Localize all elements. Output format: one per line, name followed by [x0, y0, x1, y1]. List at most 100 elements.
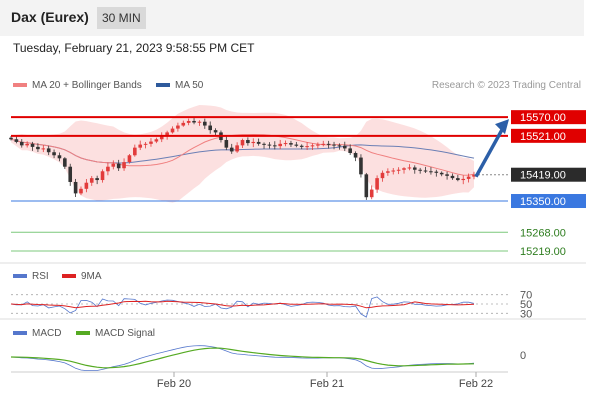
candle-body [73, 181, 78, 194]
candle-body [79, 188, 83, 194]
level-label-resistance: 15521.00 [520, 131, 566, 143]
timeframe-badge[interactable]: 30 MIN [97, 7, 146, 29]
macd-signal-line [10, 347, 475, 369]
candle-body [208, 125, 212, 131]
level-label-last: 15419.00 [520, 170, 566, 182]
rsi-level-label: 50 [520, 299, 532, 311]
candle-body [380, 172, 385, 179]
chart-header: Dax (Eurex) 30 MIN [0, 0, 584, 36]
level-label-resistance: 15570.00 [520, 112, 566, 124]
legend-macd-label: MACD [32, 328, 62, 339]
candle-body [267, 144, 272, 146]
candles-group [9, 118, 476, 200]
candle-body [213, 130, 218, 133]
legend-rsi-ma-label: 9MA [81, 271, 102, 282]
candle-body [326, 143, 331, 145]
candle-body [14, 139, 19, 142]
candle-body [41, 148, 46, 150]
candle-body [63, 158, 67, 167]
macd-line [10, 345, 475, 372]
rsi-level-label: 70 [520, 290, 532, 302]
candle-body [353, 152, 358, 158]
level-label-bg-resistance [511, 110, 586, 125]
candle-body [149, 141, 153, 144]
candle-body [278, 143, 282, 147]
candle-body [116, 163, 121, 169]
candle-body [170, 128, 175, 133]
copyright: Research © 2023 Trading Central [431, 80, 581, 91]
candle-body [337, 145, 342, 147]
candle-body [122, 162, 126, 169]
ma20-line [10, 133, 475, 176]
candle-body [251, 141, 256, 144]
candle-body [262, 143, 266, 145]
candle-body [224, 140, 229, 148]
legend-rsi-ma: 9MA [62, 271, 102, 282]
legend-ma50: MA 50 [156, 80, 203, 91]
rsi-line [10, 296, 475, 318]
candle-body [439, 172, 444, 175]
candle-body [143, 143, 148, 145]
rsi-level-label: 30 [520, 308, 532, 320]
candle-body [342, 145, 347, 149]
ma50-swatch-icon [156, 83, 170, 88]
candle-body [310, 145, 315, 147]
level-label-bg-resistance [511, 128, 586, 143]
legend-signal-label: MACD Signal [95, 328, 156, 339]
candle-body [165, 132, 169, 137]
legend-ma50-label: MA 50 [175, 80, 204, 91]
candle-body [359, 157, 363, 175]
candle-body [95, 178, 99, 181]
ma20-swatch-icon [13, 83, 27, 88]
candle-body [472, 174, 476, 177]
candle-body [84, 182, 89, 189]
macd-swatch-icon [13, 331, 27, 336]
candle-body [305, 146, 309, 148]
x-tick-label: Feb 20 [157, 378, 191, 390]
candle-body [294, 144, 299, 146]
candle-body [364, 174, 369, 198]
timestamp: Tuesday, February 21, 2023 9:58:55 PM CE… [13, 41, 255, 55]
direction-arrow-shaft [474, 125, 506, 178]
candle-body [429, 171, 433, 173]
legend-signal: MACD Signal [76, 328, 155, 339]
candle-body [181, 122, 186, 126]
candle-body [192, 120, 196, 123]
candle-body [52, 152, 56, 156]
legend-ma20-label: MA 20 + Bollinger Bands [32, 80, 142, 91]
candle-body [246, 140, 250, 144]
candle-body [456, 178, 460, 181]
candle-body [396, 169, 401, 171]
candle-body [176, 125, 180, 129]
candle-body [159, 136, 164, 140]
candle-body [321, 143, 326, 145]
candle-body [434, 171, 439, 173]
candle-body [466, 176, 471, 179]
candle-body [402, 168, 406, 170]
candle-body [348, 148, 352, 153]
rsi-ma-line [10, 300, 475, 309]
candle-body [289, 143, 293, 145]
candle-body [273, 145, 277, 147]
candle-body [235, 145, 239, 152]
candle-body [240, 140, 245, 146]
candle-body [461, 178, 466, 181]
candle-body [127, 155, 132, 163]
candle-body [283, 143, 288, 145]
candle-body [407, 167, 412, 169]
candle-body [9, 137, 13, 140]
candle-body [46, 148, 51, 153]
candle-body [19, 141, 24, 146]
level-label-target: 15268.00 [520, 227, 566, 239]
candle-body [186, 120, 191, 123]
candle-body [332, 144, 336, 146]
candle-body [369, 189, 374, 198]
candle-body [111, 163, 116, 167]
level-label-target: 15219.00 [520, 246, 566, 258]
rsi-swatch-icon [13, 274, 27, 279]
legend-macd: MACD [13, 328, 61, 339]
rsi-ma-swatch-icon [62, 274, 76, 279]
candle-body [299, 145, 304, 147]
candle-body [316, 144, 320, 146]
